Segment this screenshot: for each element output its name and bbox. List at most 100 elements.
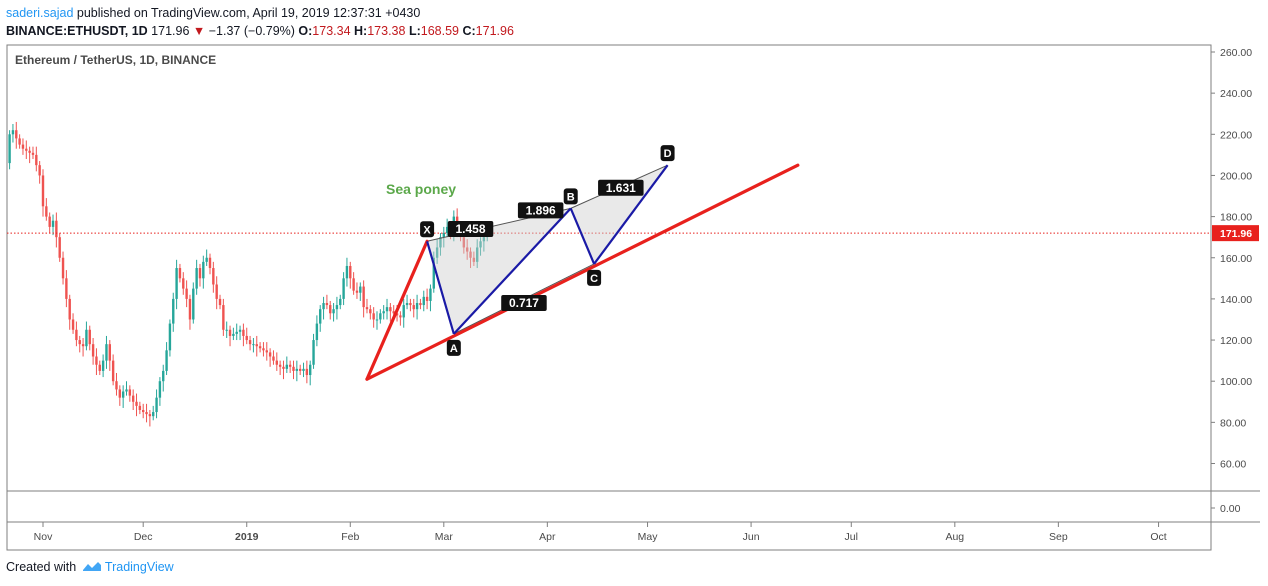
candle-body (425, 296, 429, 301)
pattern-leg[interactable] (453, 207, 572, 335)
y-tick-label: 200.00 (1220, 170, 1252, 182)
time-axis[interactable]: Nov Dec 2019 Feb Mar Apr May Jun Jul Aug Sep Oct (34, 522, 1167, 543)
candle-body (68, 298, 71, 320)
candle-body (55, 220, 58, 238)
candle-body (355, 290, 359, 293)
candle-body (238, 329, 242, 332)
close-value: 171.96 (475, 24, 514, 38)
candle-body (105, 344, 108, 361)
secondary-tick-label: 0.00 (1220, 503, 1241, 515)
y-tick-label: 100.00 (1220, 376, 1252, 388)
candle-body (61, 257, 65, 279)
ratio-badge (517, 202, 564, 219)
candle-body (138, 405, 142, 411)
symbol-label: BINANCE:ETHUSDT, 1D (6, 24, 148, 38)
candle-body (45, 206, 48, 217)
candle-body (382, 311, 385, 314)
candle-body (392, 311, 395, 314)
candle-body (272, 356, 275, 361)
candle-body (242, 329, 245, 336)
candle-body (205, 257, 208, 262)
ratio-badge (598, 179, 644, 196)
candle-body (479, 241, 482, 248)
x-tick-label: Nov (34, 531, 53, 543)
author-link[interactable]: saderi.sajad (6, 6, 74, 20)
pattern-leg[interactable] (593, 164, 669, 265)
candle-body (422, 296, 425, 306)
candle-body (292, 366, 295, 371)
candle-body (429, 288, 432, 301)
candle-body (8, 134, 11, 164)
ratio-label: 0.717 (509, 296, 539, 310)
last-price-tag (1212, 225, 1259, 242)
candle-body (282, 366, 285, 369)
candle-body (228, 329, 232, 336)
y-tick-label: 140.00 (1220, 294, 1252, 306)
open-label: O: (298, 24, 313, 38)
pattern-leg[interactable] (569, 207, 596, 265)
candle-body (439, 237, 442, 248)
candle-body (71, 319, 75, 330)
candle-body (155, 397, 158, 413)
low-value: 168.59 (420, 24, 459, 38)
last-price-tag-label: 171.96 (1220, 228, 1252, 240)
candle-body (131, 395, 135, 402)
candle-body (339, 298, 342, 306)
price-axis[interactable]: 260.00 240.00 220.00 200.00 180.00 160.00 140.… (1211, 47, 1252, 515)
candle-body (165, 350, 168, 371)
candle-body (312, 340, 315, 365)
candle-body (178, 268, 182, 279)
high-value: 173.38 (367, 24, 406, 38)
candle-body (158, 381, 162, 398)
candle-body (18, 138, 21, 145)
candle-body (335, 305, 339, 310)
tradingview-brand[interactable]: TradingView (104, 560, 174, 574)
candle-body (51, 220, 55, 227)
candle-body (65, 278, 68, 299)
candle-body (208, 257, 212, 269)
candle-body (202, 261, 205, 279)
pattern-point-label: B (567, 191, 575, 203)
candle-body (21, 144, 25, 149)
pattern-leg[interactable] (426, 240, 455, 335)
candle-body (415, 303, 419, 310)
x-tick-label: May (638, 531, 659, 543)
candle-body (329, 305, 332, 314)
candle-body (152, 412, 155, 417)
candle-body (252, 344, 255, 346)
candle-body (359, 286, 362, 293)
trendline[interactable] (365, 163, 800, 381)
pattern-point-label: C (590, 273, 598, 285)
pattern-point-badge (420, 221, 435, 238)
created-with-text: Created with (6, 560, 77, 574)
candle-body (298, 368, 302, 371)
candle-body (482, 237, 486, 242)
candle-body (115, 381, 118, 390)
candle-body (125, 389, 128, 392)
candle-body (315, 323, 319, 341)
candle-body (215, 284, 218, 299)
candle-body (288, 364, 292, 367)
pattern-point-label: A (450, 343, 458, 355)
x-tick-label: Jun (743, 531, 760, 543)
x-tick-label: Aug (945, 531, 964, 543)
x-tick-label: Mar (435, 531, 454, 543)
down-arrow-icon: ▼ (192, 24, 206, 38)
candle-body (435, 247, 439, 258)
harmonic-pattern[interactable]: 1.458 1.896 1.631 0.717 X A B C D (365, 145, 800, 381)
candle-body (295, 368, 299, 371)
candle-body (275, 360, 278, 365)
chart-header: saderi.sajad published on TradingView.co… (6, 4, 514, 40)
pattern-point-badge (660, 145, 675, 162)
pattern-point-badge (563, 188, 578, 205)
candle-body (168, 323, 172, 351)
candle-body (41, 175, 45, 207)
candle-body (91, 344, 95, 357)
candle-body (372, 313, 375, 320)
x-tick-label: Sep (1049, 531, 1068, 543)
y-tick-label: 260.00 (1220, 47, 1252, 59)
pattern-point-label: X (423, 224, 431, 236)
low-label: L: (408, 24, 421, 38)
trendline[interactable] (365, 239, 429, 381)
